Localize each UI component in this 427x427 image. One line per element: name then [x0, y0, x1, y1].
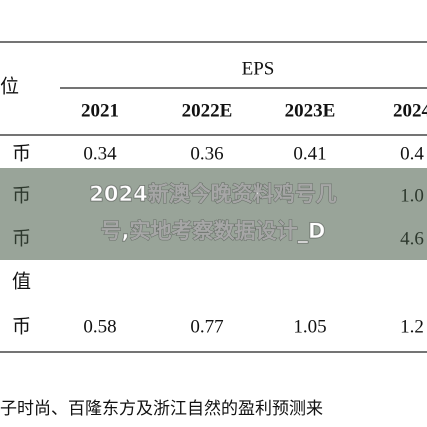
cell: 1.05 — [293, 316, 326, 337]
footnote: 子时尚、百隆东方及浙江自然的盈利预测来 — [0, 399, 323, 418]
year-header: 2021 — [81, 100, 119, 121]
year-header: 2022E — [182, 100, 233, 121]
cell: 0.41 — [293, 143, 326, 164]
cell: 0.36 — [190, 143, 223, 164]
group-header: EPS — [242, 58, 275, 79]
row-label: 币 — [12, 315, 31, 337]
cell: 1.2 — [400, 316, 424, 337]
overlay-line: 号,实地考察数据设计_D — [101, 219, 326, 243]
row-label: 值 — [12, 270, 31, 292]
cell: 0.58 — [83, 316, 116, 337]
cell: 0.77 — [190, 316, 223, 337]
year-header: 2024 — [393, 100, 427, 121]
cell: 0.34 — [83, 143, 117, 164]
overlay-band — [0, 168, 427, 260]
year-header: 2023E — [285, 100, 336, 121]
row-label: 币 — [12, 142, 31, 164]
unit-label: 位 — [0, 75, 19, 97]
cell: 0.4 — [400, 143, 424, 164]
overlay-line: 2024新澳今晚资料鸡号几 — [89, 182, 336, 206]
